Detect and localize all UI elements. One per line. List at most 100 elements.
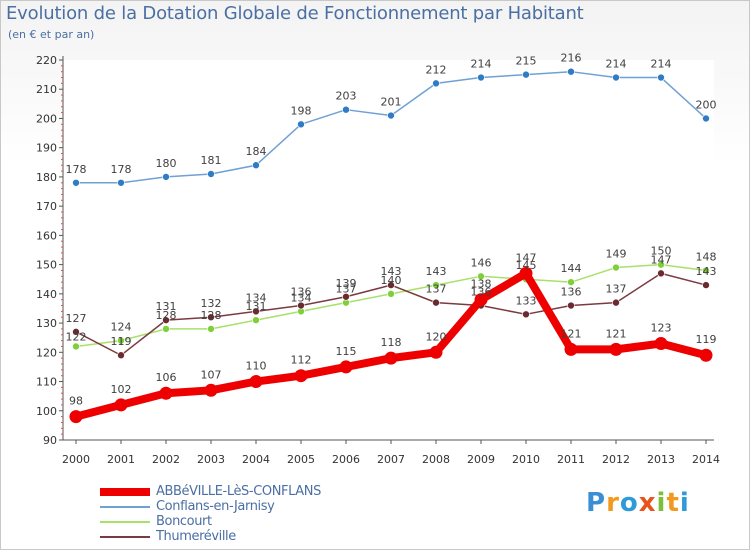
logo-letter: r [606,488,620,518]
data-point [609,342,623,356]
data-label: 144 [561,262,582,275]
legend-label: ABBéVILLE-LèS-CONFLANS [156,484,321,499]
x-tick-label: 2006 [332,453,360,466]
data-point [567,278,575,286]
data-label: 143 [426,265,447,278]
data-point [567,67,575,76]
data-label: 198 [291,104,312,117]
data-point [522,70,530,79]
legend-item: Boncourt [100,514,321,529]
y-tick-label: 160 [36,229,57,242]
data-point [117,336,125,345]
data-point [702,281,710,289]
data-point [429,345,443,359]
data-label: 131 [246,300,267,313]
data-point [657,269,665,278]
x-tick-label: 2009 [467,453,495,466]
data-point [162,325,170,333]
y-tick-label: 200 [36,112,57,125]
data-point [702,114,710,123]
y-tick-label: 210 [36,83,57,96]
legend-item: Conflans-en-Jarnisy [100,499,321,514]
data-label: 184 [246,145,267,158]
data-label: 214 [651,58,672,71]
data-point [117,178,125,187]
y-tick-label: 120 [36,346,57,359]
y-tick-label: 110 [36,376,57,389]
data-point [387,290,395,298]
legend-swatch [100,520,150,523]
legend-item: ABBéVILLE-LèS-CONFLANS [100,484,321,499]
data-point [69,410,83,424]
data-label: 148 [696,250,717,263]
data-label: 201 [381,96,402,109]
y-tick-label: 170 [36,200,57,213]
data-point [387,281,395,289]
data-point [519,266,533,280]
logo-letter: i [679,488,690,518]
y-tick-label: 190 [36,142,57,155]
legend-label: Boncourt [156,514,212,529]
data-label: 136 [291,286,312,299]
y-tick-label: 150 [36,259,57,272]
chart-legend: ABBéVILLE-LèS-CONFLANS Conflans-en-Jarnis… [100,484,321,544]
data-point [654,337,668,351]
data-point [432,281,440,289]
data-point [252,307,260,316]
data-label: 149 [606,248,627,261]
data-label: 136 [561,286,582,299]
data-label: 216 [561,52,582,65]
x-tick-label: 2012 [602,453,630,466]
x-tick-label: 2005 [287,453,315,466]
legend-item: Thumeréville [100,529,321,544]
data-label: 214 [606,58,627,71]
x-tick-label: 2011 [557,453,585,466]
x-tick-label: 2001 [107,453,135,466]
data-label: 150 [651,245,672,258]
data-point [564,342,578,356]
data-label: 212 [426,63,447,76]
x-tick-label: 2007 [377,453,405,466]
data-point [294,369,308,383]
data-point [387,111,395,120]
logo-letter: P [586,488,607,518]
data-point [117,351,125,360]
x-tick-label: 2013 [647,453,675,466]
data-point [249,375,263,389]
data-point [252,161,260,170]
x-tick-label: 2008 [422,453,450,466]
data-point [612,263,620,272]
data-label: 143 [696,265,717,278]
data-point [612,73,620,82]
data-label: 203 [336,90,357,103]
data-point [474,293,488,307]
data-label: 128 [201,309,222,322]
data-label: 124 [111,321,132,334]
logo-letter: x [638,488,657,518]
data-label: 121 [561,327,582,340]
logo-letter: i [656,488,667,518]
data-point [72,328,80,336]
logo-letter: o [619,488,639,518]
legend-swatch [100,505,150,508]
data-point [159,386,173,400]
data-label: 181 [201,154,222,167]
data-label: 118 [381,336,402,349]
data-label: 178 [111,163,132,176]
data-label: 137 [606,283,627,296]
data-label: 123 [651,322,672,335]
data-label: 215 [516,55,537,68]
data-label: 200 [696,98,717,111]
data-point [342,105,350,114]
data-point [432,298,440,307]
data-point [432,79,440,88]
data-point [207,325,215,333]
legend-label: Thumeréville [156,529,236,544]
data-point [252,316,260,324]
data-point [72,178,80,187]
data-point [114,398,128,412]
y-tick-label: 180 [36,171,57,184]
data-point [342,292,350,301]
data-point [162,316,170,324]
